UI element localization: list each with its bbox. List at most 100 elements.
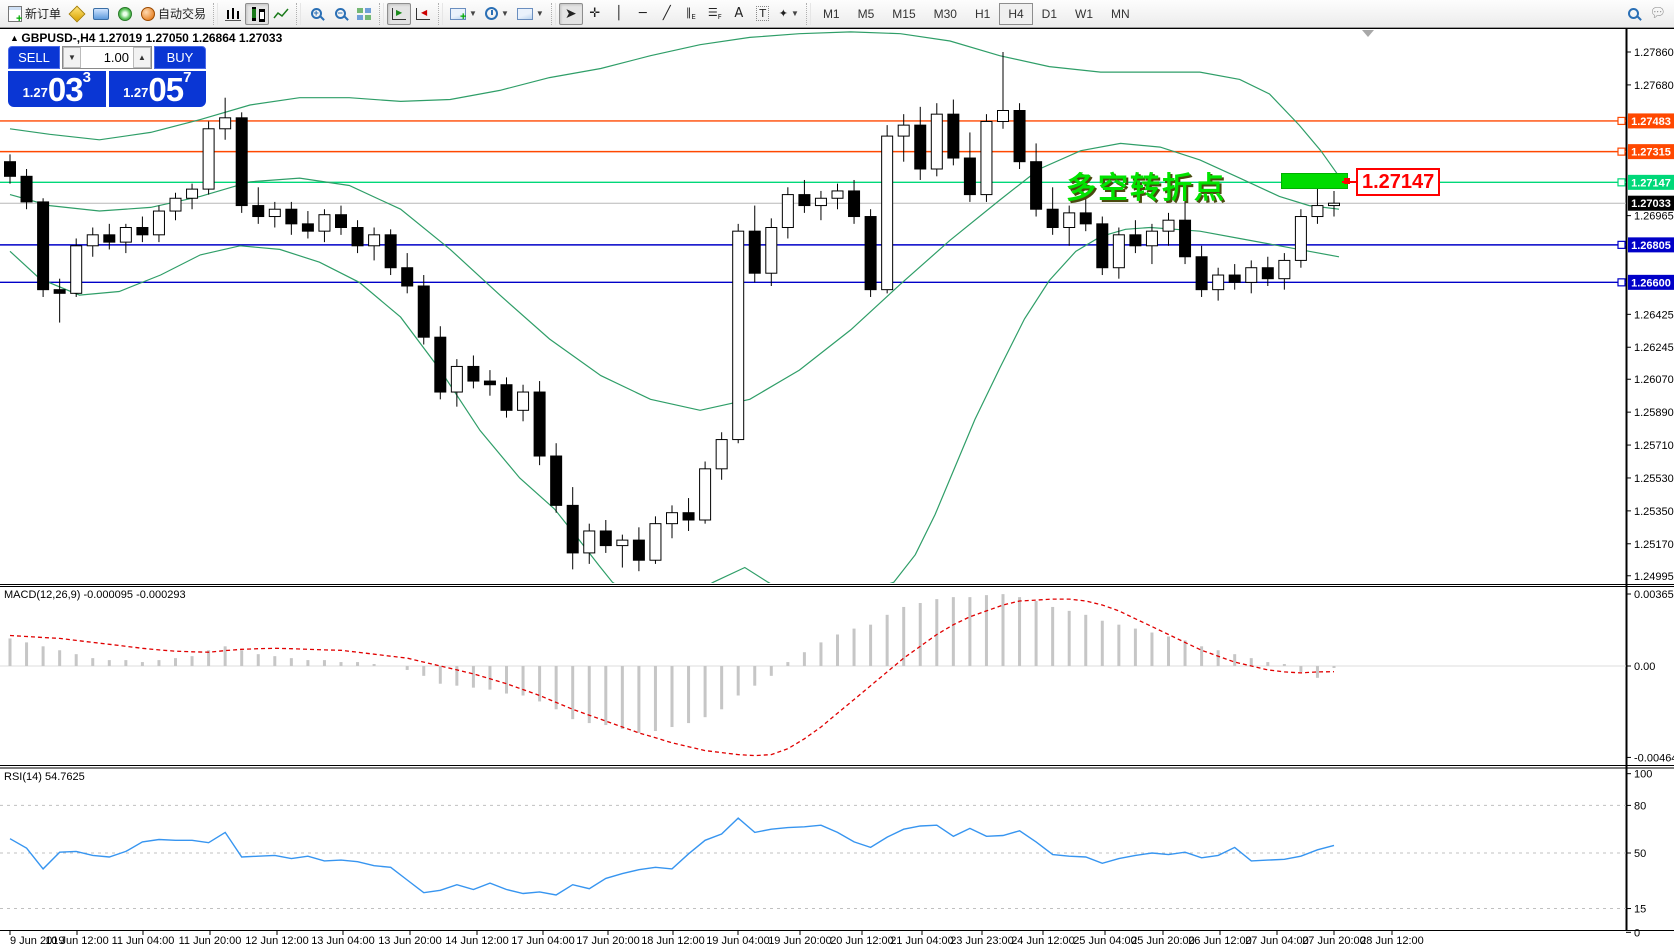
fibonacci-button[interactable]: ☰F — [703, 3, 727, 25]
macd-pane[interactable] — [0, 594, 1626, 757]
line-chart-button[interactable] — [269, 3, 293, 25]
price-label-1.27315: 1.27315 — [1631, 147, 1671, 159]
toolbar-tools-group: ➤ ✛ │ ─ ╱ ∥E ☰F A T ✦ ▼ — [558, 1, 803, 27]
candlestick-chart-button[interactable] — [245, 2, 270, 25]
buy-price[interactable]: 1.27 05 7 — [108, 70, 206, 107]
tf-m1-button[interactable]: M1 — [822, 6, 840, 21]
price-tag-handle[interactable] — [1344, 178, 1350, 184]
time-label: 21 Jun 04:00 — [890, 935, 954, 947]
eraser-icon — [68, 5, 86, 22]
time-label: 25 Jun 04:00 — [1073, 935, 1137, 947]
time-label: 14 Jun 12:00 — [445, 935, 509, 947]
sell-price-pip: 3 — [82, 69, 91, 86]
candle — [285, 208, 298, 225]
indicators-button[interactable]: + ▼ — [446, 3, 481, 25]
templates-button[interactable]: ▼ — [513, 3, 548, 25]
tf-m30-button[interactable]: M30 — [933, 6, 957, 21]
bar-chart-button[interactable] — [221, 3, 245, 25]
new-order-button[interactable]: + 新订单 — [4, 3, 65, 25]
candle — [252, 205, 265, 218]
candle — [732, 230, 745, 441]
candle — [37, 201, 50, 291]
volume-up-button[interactable]: ▲ — [133, 47, 151, 68]
bollinger-upper-band — [9, 31, 1340, 177]
price-label-1.27483-handle[interactable] — [1617, 116, 1626, 126]
price-tag-label[interactable]: 1.27147 — [1356, 168, 1441, 196]
zoom-out-button[interactable]: − — [328, 3, 352, 25]
candlestick-icon — [249, 6, 266, 22]
tf-h1-button[interactable]: H1 — [974, 6, 991, 21]
time-label: 25 Jun 20:00 — [1131, 935, 1195, 947]
search-button[interactable] — [1621, 3, 1645, 25]
sell-price-main: 1.27 — [22, 85, 48, 100]
tf-m5-button[interactable]: M5 — [857, 6, 875, 21]
candle — [1245, 267, 1258, 283]
cursor-button[interactable]: ➤ — [558, 2, 583, 25]
price-label-1.27315-handle[interactable] — [1617, 147, 1626, 156]
price-tick-1.25530: 1.25530 — [1634, 473, 1674, 485]
price-axis[interactable]: 1.27860 1.27680 1.26965 1.26425 1.26245 1.260… — [1617, 47, 1674, 939]
horizontal-line-button[interactable]: ─ — [631, 3, 655, 25]
auto-trading-button[interactable]: 自动交易 — [137, 3, 210, 25]
time-label: 13 Jun 20:00 — [378, 935, 442, 947]
market-watch-button[interactable] — [89, 3, 113, 25]
tf-d1-button[interactable]: D1 — [1041, 6, 1057, 21]
text-label-icon: T — [756, 6, 770, 21]
zoom-in-button[interactable]: + — [304, 3, 328, 25]
auto-scroll-button[interactable] — [411, 3, 435, 25]
highlight-rectangle[interactable] — [1281, 173, 1348, 189]
signals-button[interactable] — [113, 3, 137, 25]
new-order-icon: + — [8, 5, 22, 24]
toolbar-file-group: + 新订单 自动交易 — [4, 1, 210, 27]
main-pane[interactable] — [0, 31, 1626, 604]
price-label-1.27483: 1.27483 — [1631, 116, 1671, 128]
crosshair-button[interactable]: ✛ — [583, 3, 607, 25]
tf-w1-button[interactable]: W1 — [1075, 6, 1093, 21]
rsi-pane[interactable] — [0, 804, 1626, 910]
tf-mn-button[interactable]: MN — [1111, 6, 1130, 21]
price-label-1.27147-handle[interactable] — [1617, 178, 1626, 187]
collapse-arrow-icon[interactable]: ▲ — [10, 33, 22, 43]
arrows-button[interactable]: ✦ ▼ — [778, 7, 799, 20]
candle — [930, 113, 943, 170]
indicators-icon: + — [450, 7, 466, 22]
auto-trading-icon — [141, 6, 156, 21]
volume-input[interactable] — [81, 47, 133, 68]
candle — [1179, 219, 1192, 258]
candle — [533, 391, 546, 457]
candle — [219, 117, 232, 130]
sell-price[interactable]: 1.27 03 3 — [8, 69, 106, 107]
text-label-button[interactable]: T — [751, 3, 775, 25]
candle — [848, 190, 861, 218]
candle — [1112, 234, 1125, 269]
price-label-1.26600-handle[interactable] — [1617, 278, 1626, 287]
price-label-1.26805-handle[interactable] — [1617, 240, 1626, 249]
buy-button[interactable]: BUY — [154, 46, 206, 69]
tile-windows-button[interactable] — [352, 3, 376, 25]
price-tick-1.25710: 1.25710 — [1634, 440, 1674, 452]
tf-m15-button[interactable]: M15 — [892, 6, 916, 21]
price-tick-1.25170: 1.25170 — [1634, 539, 1674, 551]
text-button[interactable]: A — [727, 3, 751, 25]
toolbar-chart-type-group — [221, 1, 293, 27]
chart-shift-button[interactable] — [387, 2, 412, 25]
candle — [517, 391, 530, 411]
macd-label: MACD(12,26,9) -0.000095 -0.000293 — [4, 589, 186, 601]
price-tick-1.27860: 1.27860 — [1634, 47, 1674, 59]
rsi-tick-0: 0 — [1634, 927, 1640, 939]
periods-button[interactable]: ▼ — [481, 3, 513, 25]
volume-down-button[interactable]: ▼ — [63, 47, 81, 68]
buy-price-main: 1.27 — [123, 85, 149, 100]
chart-shift-marker[interactable] — [1362, 30, 1374, 37]
sell-button[interactable]: SELL — [8, 46, 60, 69]
chat-button[interactable]: 💬︎ — [1645, 3, 1670, 25]
turning-point-annotation[interactable]: 多空转折点 — [1066, 172, 1226, 205]
candle — [566, 504, 579, 554]
vertical-line-button[interactable]: │ — [607, 3, 631, 25]
channel-button[interactable]: ∥E — [679, 3, 703, 25]
trendline-button[interactable]: ╱ — [655, 3, 679, 25]
tf-h4-button[interactable]: H4 — [999, 2, 1033, 25]
eraser-button[interactable] — [65, 3, 89, 25]
